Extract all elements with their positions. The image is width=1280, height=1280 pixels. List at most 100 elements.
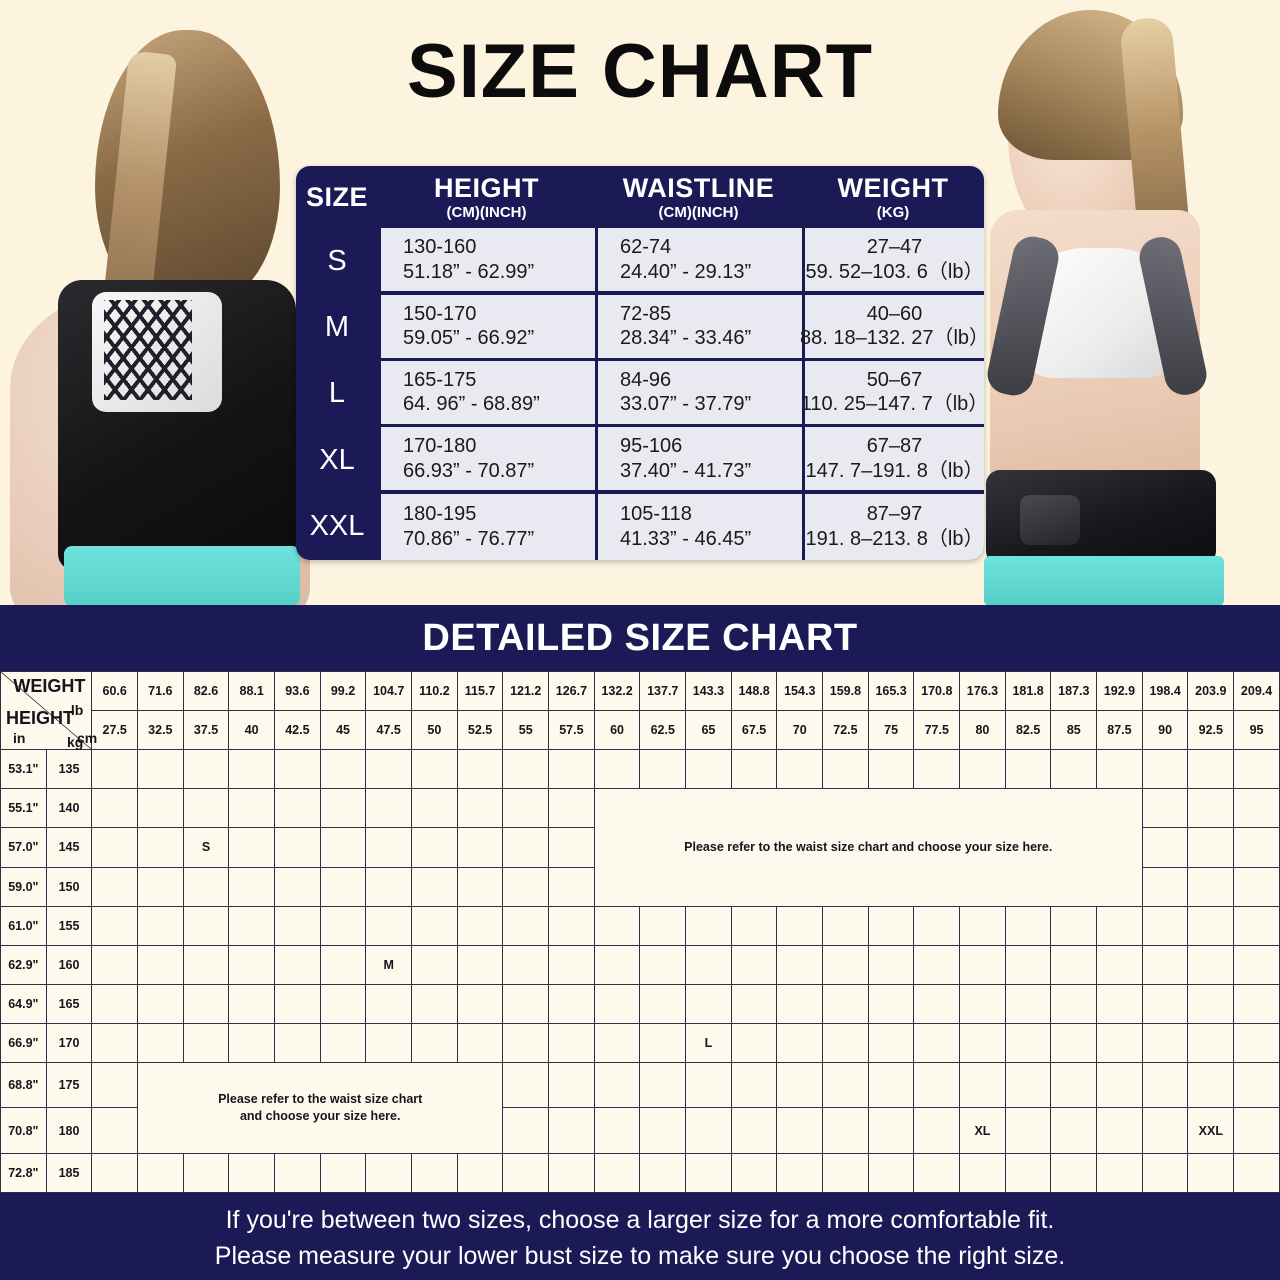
matrix-cell-empty (548, 788, 595, 829)
weight-kg-header-cell: 27.5 (91, 710, 139, 751)
matrix-cell-empty (502, 1062, 550, 1109)
weight-lb-header-cell: 143.3 (685, 670, 732, 712)
matrix-cell-empty (776, 1107, 824, 1154)
matrix-cell-empty (639, 1107, 687, 1154)
matrix-cell-empty (593, 749, 641, 790)
matrix-cell-empty (502, 1107, 550, 1154)
table-cell-weight: 40–60 88. 18–132. 27（lb） (800, 294, 984, 361)
matrix-cell-empty (456, 866, 504, 907)
weight-kg-header-cell: 45 (319, 710, 367, 751)
matrix-cell-s (137, 866, 184, 907)
matrix-cell-xxl (1233, 1107, 1280, 1154)
matrix-cell-m (502, 905, 550, 946)
matrix-cell-empty (1050, 905, 1098, 946)
matrix-cell-s (411, 788, 458, 829)
size-table-header-size: SIZE (296, 166, 378, 228)
matrix-cell-l (685, 944, 732, 985)
matrix-cell-m (685, 905, 732, 946)
footer-notes: If you're between two sizes, choose a la… (0, 1202, 1280, 1275)
matrix-cell-xl (959, 983, 1006, 1024)
detailed-chart-grid: WEIGHT lb kg HEIGHT in cm 60.6 71.6 82.6 88.1 93.6… (0, 670, 1280, 1194)
matrix-cell-xl (867, 1062, 915, 1109)
matrix-cell-xxl (1141, 1107, 1189, 1154)
matrix-cell-l (776, 983, 824, 1024)
matrix-cell-empty (182, 983, 230, 1024)
matrix-cell-m (548, 983, 595, 1024)
matrix-cell-m (365, 983, 413, 1024)
matrix-cell-s (182, 788, 230, 829)
matrix-cell-m (456, 944, 504, 985)
matrix-cell-l (867, 983, 915, 1024)
matrix-cell-m (456, 1022, 504, 1064)
size-row-label: XL (319, 443, 355, 476)
matrix-cell-empty (1233, 866, 1280, 907)
weight-lb-header-cell: 99.2 (319, 670, 367, 712)
size-table-header-height: HEIGHT (CM)(INCH) (378, 166, 595, 228)
weight-kg-header-cell: 75 (867, 710, 915, 751)
matrix-cell-empty (1233, 788, 1280, 829)
matrix-cell-m (456, 905, 504, 946)
matrix-cell-empty (913, 749, 961, 790)
matrix-cell-xxl (1141, 1152, 1189, 1194)
matrix-cell-empty (1187, 749, 1235, 790)
corner-kg-label: kg (67, 734, 84, 750)
weight-kg-header-cell: 42.5 (274, 710, 321, 751)
matrix-cell-m (274, 983, 321, 1024)
matrix-cell-empty (639, 749, 687, 790)
matrix-cell-empty (685, 1107, 732, 1154)
table-cell-height: 165-175 64. 96” - 68.89” (378, 360, 595, 427)
matrix-cell-xl (1004, 1062, 1052, 1109)
matrix-cell-empty (1187, 827, 1235, 868)
matrix-cell-xl (1050, 1152, 1098, 1194)
matrix-cell-m (639, 944, 687, 985)
matrix-cell-xl (913, 1022, 961, 1064)
matrix-cell-empty (959, 749, 1006, 790)
matrix-cell-s (365, 749, 413, 790)
matrix-cell-empty (182, 1022, 230, 1064)
matrix-cell-empty (548, 866, 595, 907)
matrix-cell-empty (456, 827, 504, 868)
matrix-row: 66.9" 170 L (0, 1022, 1280, 1064)
matrix-cell-empty (867, 749, 915, 790)
header-sub-waistline: (CM)(INCH) (658, 203, 739, 221)
weight-kg-header-cell: 80 (959, 710, 1006, 751)
matrix-cell-empty (91, 1022, 139, 1064)
matrix-cell-l (776, 1062, 824, 1109)
matrix-cell-l (593, 1022, 641, 1064)
weight-kg-header-cell: 87.5 (1096, 710, 1143, 751)
matrix-cell-s (228, 788, 276, 829)
matrix-cell-s (91, 749, 139, 790)
matrix-cell-l (639, 1062, 687, 1109)
matrix-cell-empty (548, 827, 595, 868)
matrix-cell-xxl (1187, 983, 1235, 1024)
matrix-cell-l (685, 983, 732, 1024)
matrix-cell-m (502, 944, 550, 985)
size-row-label: M (324, 311, 350, 344)
matrix-cell-xl (1050, 1107, 1098, 1154)
weight-kg-header-cell: 52.5 (456, 710, 504, 751)
matrix-corner-header: WEIGHT lb kg HEIGHT in cm (0, 670, 97, 751)
matrix-cell-xl (913, 1107, 961, 1154)
matrix-cell-xl (913, 1152, 961, 1194)
table-cell-height: 150-170 59.05” - 66.92” (378, 294, 595, 361)
weight-kg-header-cell: 55 (502, 710, 550, 751)
matrix-cell-s (365, 788, 413, 829)
matrix-cell-empty (182, 1152, 230, 1194)
matrix-cell-m (456, 983, 504, 1024)
matrix-cell-empty (1004, 905, 1052, 946)
matrix-cell-empty (959, 905, 1006, 946)
matrix-cell-empty (456, 788, 504, 829)
matrix-cell-empty (91, 1062, 139, 1109)
table-cell-waistline: 72-85 28.34” - 33.46” (595, 294, 802, 361)
matrix-cell-empty (548, 749, 595, 790)
matrix-cell-empty (730, 1152, 778, 1194)
weight-lb-header-cell: 137.7 (639, 670, 687, 712)
matrix-cell-xxl (1187, 1152, 1235, 1194)
matrix-cell-s (319, 905, 367, 946)
matrix-cell-s (228, 827, 276, 868)
matrix-cell-xxl (1096, 1152, 1143, 1194)
height-in-label-cell: 53.1" (0, 749, 47, 790)
matrix-row: 68.8" 175 Please refer to the waist size c… (0, 1062, 1280, 1154)
matrix-cell-empty (456, 1152, 504, 1194)
